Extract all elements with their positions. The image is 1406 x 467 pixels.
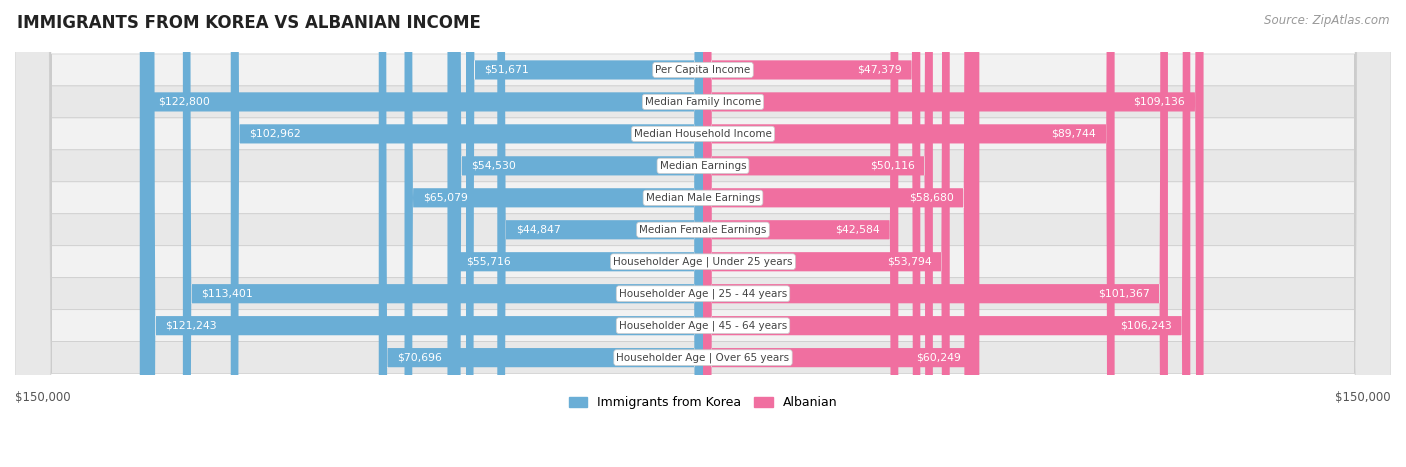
Text: $51,671: $51,671	[484, 65, 529, 75]
FancyBboxPatch shape	[15, 0, 1391, 467]
FancyBboxPatch shape	[703, 0, 980, 467]
Text: $50,116: $50,116	[870, 161, 914, 171]
Text: $150,000: $150,000	[1336, 391, 1391, 404]
Text: Median Family Income: Median Family Income	[645, 97, 761, 107]
Text: $55,716: $55,716	[465, 257, 510, 267]
Text: $106,243: $106,243	[1121, 321, 1173, 331]
FancyBboxPatch shape	[703, 0, 949, 467]
Text: Median Earnings: Median Earnings	[659, 161, 747, 171]
Text: $101,367: $101,367	[1098, 289, 1150, 299]
Text: Source: ZipAtlas.com: Source: ZipAtlas.com	[1264, 14, 1389, 27]
FancyBboxPatch shape	[15, 0, 1391, 467]
FancyBboxPatch shape	[703, 0, 1115, 467]
FancyBboxPatch shape	[703, 0, 972, 467]
Text: Median Female Earnings: Median Female Earnings	[640, 225, 766, 235]
FancyBboxPatch shape	[15, 0, 1391, 467]
FancyBboxPatch shape	[231, 0, 703, 467]
Text: $47,379: $47,379	[858, 65, 903, 75]
FancyBboxPatch shape	[498, 0, 703, 467]
FancyBboxPatch shape	[15, 0, 1391, 467]
FancyBboxPatch shape	[183, 0, 703, 467]
Text: $44,847: $44,847	[516, 225, 561, 235]
FancyBboxPatch shape	[15, 0, 1391, 467]
Text: $53,794: $53,794	[887, 257, 931, 267]
FancyBboxPatch shape	[453, 0, 703, 467]
FancyBboxPatch shape	[703, 0, 1204, 467]
Text: Householder Age | Over 65 years: Householder Age | Over 65 years	[616, 353, 790, 363]
Text: $70,696: $70,696	[396, 353, 441, 363]
FancyBboxPatch shape	[15, 0, 1391, 467]
Text: $89,744: $89,744	[1052, 129, 1097, 139]
Text: $122,800: $122,800	[157, 97, 209, 107]
FancyBboxPatch shape	[378, 0, 703, 467]
Text: $102,962: $102,962	[249, 129, 301, 139]
FancyBboxPatch shape	[703, 0, 1168, 467]
Text: $54,530: $54,530	[471, 161, 516, 171]
FancyBboxPatch shape	[146, 0, 703, 467]
Text: $150,000: $150,000	[15, 391, 70, 404]
FancyBboxPatch shape	[703, 0, 932, 467]
FancyBboxPatch shape	[139, 0, 703, 467]
FancyBboxPatch shape	[447, 0, 703, 467]
Text: $60,249: $60,249	[917, 353, 960, 363]
Text: $65,079: $65,079	[423, 193, 468, 203]
Text: $42,584: $42,584	[835, 225, 880, 235]
FancyBboxPatch shape	[703, 0, 898, 467]
Text: Median Male Earnings: Median Male Earnings	[645, 193, 761, 203]
FancyBboxPatch shape	[15, 0, 1391, 467]
FancyBboxPatch shape	[703, 0, 1191, 467]
FancyBboxPatch shape	[465, 0, 703, 467]
FancyBboxPatch shape	[15, 0, 1391, 467]
FancyBboxPatch shape	[15, 0, 1391, 467]
FancyBboxPatch shape	[15, 0, 1391, 467]
Text: $58,680: $58,680	[908, 193, 953, 203]
FancyBboxPatch shape	[703, 0, 921, 467]
Text: Median Household Income: Median Household Income	[634, 129, 772, 139]
FancyBboxPatch shape	[405, 0, 703, 467]
Text: Householder Age | 25 - 44 years: Householder Age | 25 - 44 years	[619, 289, 787, 299]
Text: $113,401: $113,401	[201, 289, 253, 299]
Text: IMMIGRANTS FROM KOREA VS ALBANIAN INCOME: IMMIGRANTS FROM KOREA VS ALBANIAN INCOME	[17, 14, 481, 32]
Text: $121,243: $121,243	[166, 321, 217, 331]
Text: Householder Age | 45 - 64 years: Householder Age | 45 - 64 years	[619, 320, 787, 331]
Text: $109,136: $109,136	[1133, 97, 1185, 107]
Legend: Immigrants from Korea, Albanian: Immigrants from Korea, Albanian	[564, 391, 842, 414]
Text: Householder Age | Under 25 years: Householder Age | Under 25 years	[613, 256, 793, 267]
Text: Per Capita Income: Per Capita Income	[655, 65, 751, 75]
